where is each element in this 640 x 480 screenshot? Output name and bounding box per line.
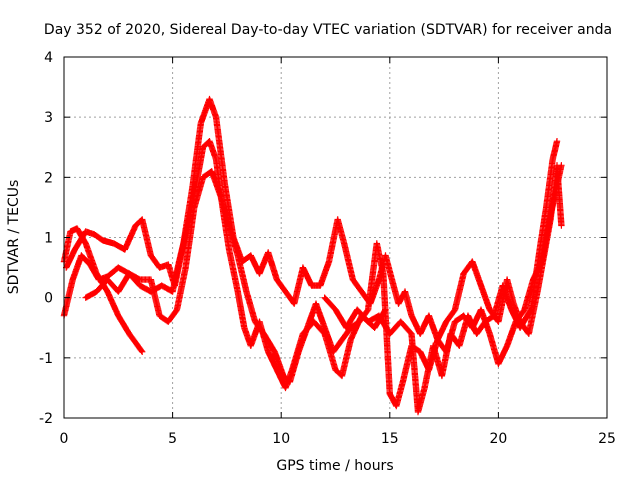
grid-lines — [64, 57, 607, 418]
x-tick-label: 20 — [489, 431, 507, 447]
plus-markers — [321, 138, 561, 416]
data-marks — [60, 95, 565, 416]
y-tick-label: -1 — [39, 351, 53, 367]
y-tick-label: -2 — [39, 411, 53, 427]
x-tick-label: 10 — [272, 431, 290, 447]
x-tick-label: 25 — [598, 431, 616, 447]
y-tick-label: 2 — [44, 170, 53, 186]
x-tick-label: 5 — [168, 431, 177, 447]
series-track-4 — [82, 162, 565, 410]
series-track-1 — [60, 225, 146, 355]
y-tick-label: 4 — [44, 50, 53, 66]
x-tick-labels: 0 5 10 15 20 25 — [60, 431, 616, 447]
series-track-5 — [321, 138, 561, 416]
y-axis-label: SDTVAR / TECUs — [6, 180, 22, 295]
y-tick-labels: -2 -1 0 1 2 3 4 — [39, 50, 53, 427]
y-tick-label: 1 — [44, 231, 53, 247]
x-axis-label: GPS time / hours — [276, 458, 393, 474]
x-tick-label: 15 — [381, 431, 399, 447]
y-tick-label: 3 — [44, 110, 53, 126]
y-tick-label: 0 — [44, 291, 53, 307]
x-tick-label: 0 — [60, 431, 69, 447]
plus-markers — [60, 225, 146, 355]
plus-markers — [82, 162, 565, 410]
axis-ticks — [63, 56, 608, 419]
chart-title: Day 352 of 2020, Sidereal Day-to-day VTE… — [44, 22, 612, 38]
